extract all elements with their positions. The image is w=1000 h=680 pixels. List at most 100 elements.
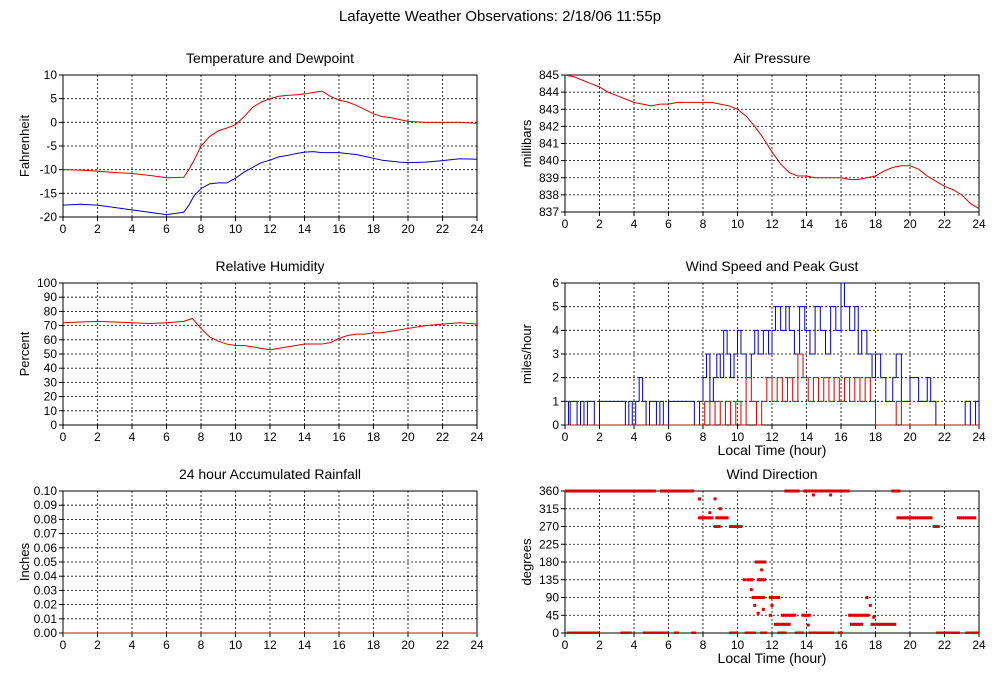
data-point [601,489,605,493]
data-point [731,631,735,634]
y-tick-label: 10 [44,68,58,82]
data-point [573,631,577,634]
data-point [849,622,853,626]
y-tick-label: 2 [552,371,559,385]
chart-title: Air Pressure [733,50,810,66]
x-tick-label: 0 [60,222,67,236]
y-tick-label: 844 [539,85,559,99]
data-point [673,631,677,634]
x-tick-label: 8 [198,430,205,444]
data-point [755,596,759,599]
data-point [760,568,764,572]
data-point [573,489,577,493]
data-point [813,489,817,493]
y-tick-label: 180 [539,555,559,569]
data-point [837,631,841,634]
x-tick-label: 14 [800,217,814,231]
x-tick-label: 2 [596,217,603,231]
data-point [763,560,767,564]
data-point [584,489,588,493]
x-tick-label: 14 [298,222,312,236]
data-point [644,631,648,634]
x-tick-label: 24 [972,638,986,652]
data-point [952,631,956,634]
data-point [754,560,758,564]
data-point [885,622,889,626]
x-tick-label: 18 [869,430,883,444]
data-point [700,516,704,520]
data-point [717,525,721,528]
data-point [749,588,753,592]
data-point [819,489,823,493]
x-tick-label: 6 [665,638,672,652]
data-point [708,511,712,515]
data-point [856,613,860,617]
data-point [876,622,880,626]
data-point [687,489,691,493]
data-point [917,516,921,520]
data-point [971,631,975,634]
data-point [936,631,940,634]
data-point [619,489,623,493]
data-point [756,611,760,615]
y-tick-label: 225 [539,537,559,551]
data-point [829,493,833,497]
data-point [872,615,876,619]
data-point [640,489,644,493]
data-point [938,631,942,634]
x-tick-label: 6 [665,217,672,231]
data-point [649,631,653,634]
data-point [642,489,646,493]
y-tick-label: 0.00 [34,626,58,640]
data-point [794,489,798,493]
data-point [622,631,626,634]
data-point [948,631,952,634]
data-point [721,516,725,520]
data-point [803,489,807,493]
data-point [872,622,876,626]
data-point [842,489,846,493]
data-point [702,516,706,520]
y-tick-label: 845 [539,68,559,82]
data-point [607,489,611,493]
data-point [940,631,944,634]
data-point [778,622,782,626]
data-point [793,613,797,617]
data-point [729,631,733,634]
y-axis-label: Percent [17,331,32,376]
data-point [626,631,630,634]
data-point [744,631,748,634]
data-point [664,489,668,493]
x-tick-label: 10 [229,222,243,236]
y-axis-label: millibars [519,119,534,167]
data-point [779,631,783,634]
data-point [801,613,805,617]
x-tick-label: 20 [903,217,917,231]
x-axis-label: Local Time (hour) [718,442,827,458]
data-point [891,622,895,626]
x-tick-label: 8 [700,638,707,652]
x-tick-label: 22 [938,217,952,231]
x-axis-label: Local Time (hour) [718,650,827,666]
y-tick-label: 839 [539,171,559,185]
data-point [817,489,821,493]
data-point [787,622,791,626]
data-point [713,525,717,528]
data-point [575,631,579,634]
data-point [733,525,737,528]
y-tick-label: -20 [40,210,58,224]
x-tick-label: 16 [332,638,346,652]
data-point [586,489,590,493]
data-point [751,596,755,599]
data-point [644,489,648,493]
series-line-0 [565,282,979,426]
data-point [742,578,746,582]
y-tick-label: 5 [552,300,559,314]
data-point [596,489,600,493]
data-point [691,631,695,634]
data-point [891,489,895,493]
x-tick-label: 4 [631,430,638,444]
y-tick-label: 40 [44,361,58,375]
data-point [583,631,587,634]
